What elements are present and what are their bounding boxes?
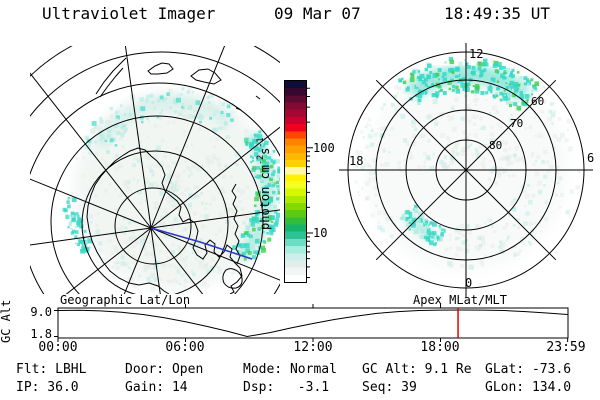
- apex-dial-grid: [339, 43, 593, 297]
- spacecraft-track-line: [150, 227, 253, 260]
- colorbar-unit-prefix: photon cm: [258, 165, 272, 231]
- geographic-grid: [30, 46, 280, 294]
- status-glat: GLat: -73.6: [485, 362, 572, 377]
- timeline-xtick-4: 23:59: [546, 340, 586, 355]
- timeline-xtick-3: 18:00: [420, 340, 460, 355]
- timeline-ytick-bottom: 1.8: [30, 327, 52, 341]
- status-gain: Gain: 14: [125, 380, 188, 395]
- dial-label-18mlt: 18: [349, 154, 364, 168]
- title-date: 09 Mar 07: [274, 4, 361, 23]
- timeline-plot: [54, 304, 569, 342]
- colorbar-unit-exp1: -2: [255, 155, 265, 166]
- coastline-overlay: [86, 57, 261, 294]
- status-gcalt: GC Alt: 9.1 Re: [362, 362, 472, 377]
- gc-alt-curve: [57, 309, 568, 338]
- colorbar-tick-label-100: 100: [313, 141, 335, 155]
- status-flt: Flt: LBHL: [16, 362, 87, 377]
- colorbar-unit-label: photon cm-2s-1: [255, 100, 272, 268]
- status-ip: IP: 36.0: [16, 380, 79, 395]
- title-instrument: Ultraviolet Imager: [42, 4, 216, 23]
- timeline-xtick-0: 00:00: [38, 340, 78, 355]
- colorbar-ticks: [306, 87, 313, 279]
- status-dsp: Dsp: -3.1: [243, 380, 330, 395]
- status-glon: GLon: 134.0: [485, 380, 572, 395]
- dial-label-0mlt: 0: [465, 276, 473, 290]
- colorbar-unit-exp2: -1: [255, 137, 265, 148]
- dial-label-6mlt: 6: [587, 151, 595, 165]
- status-door: Door: Open: [125, 362, 204, 377]
- colorbar-gradient: [284, 80, 307, 283]
- status-seq: Seq: 39: [362, 380, 417, 395]
- mlat-label-70: 70: [510, 117, 524, 130]
- timeline-xtick-1: 06:00: [165, 340, 205, 355]
- caption-apex: Apex MLat/MLT: [413, 293, 507, 307]
- timeline-ylabel: GC Alt: [0, 299, 13, 343]
- title-time: 18:49:35 UT: [444, 4, 550, 23]
- status-mode: Mode: Normal: [243, 362, 337, 377]
- mlat-label-60: 60: [531, 95, 545, 108]
- colorbar-tick-label-10: 10: [313, 226, 328, 240]
- caption-geographic: Geographic Lat/Lon: [60, 293, 191, 307]
- mlat-label-80: 80: [489, 139, 503, 152]
- timeline-xtick-2: 12:00: [293, 340, 333, 355]
- colorbar-unit-mid: s: [258, 147, 272, 156]
- timeline-ytick-top: 9.0: [30, 305, 52, 319]
- dial-label-12mlt: 12: [469, 47, 484, 61]
